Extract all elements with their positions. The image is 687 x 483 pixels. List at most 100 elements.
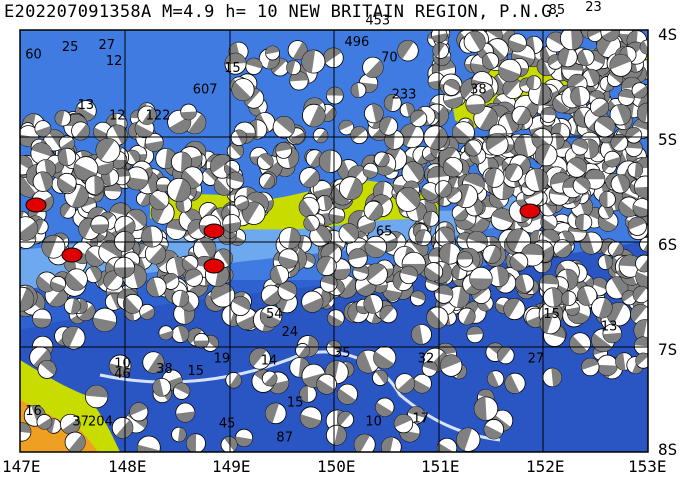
beachball-icon [32,308,52,329]
beachball-icon [146,276,167,298]
beachball-icon [249,347,271,370]
beachball-icon [412,373,432,394]
beachball-icon [481,52,500,70]
beachball-icon [309,225,331,247]
beachball-icon [577,48,595,67]
beachball-icon [124,149,141,166]
grid-lines [20,30,648,452]
map-frame [19,29,649,453]
beachball-icon [600,30,620,42]
beachball-icon [299,406,322,429]
beachball-icon [225,372,242,389]
beachball-icon [609,53,633,77]
beachball-icon [597,254,614,270]
beachball-icon [149,189,170,211]
beachball-icon [411,323,432,345]
depth-label: 233 [392,88,417,103]
beachball-icon [272,116,296,139]
beachball-icon [401,161,425,184]
beachball-icon [50,275,67,292]
beachball-icon [452,121,475,145]
beachball-icon [171,325,190,343]
depth-label: 10 [114,357,131,372]
beachball-icon [234,195,250,211]
beachball-icon [473,396,499,421]
beachball-icon [375,397,395,417]
beachball-icon [383,94,402,112]
beachball-icon [569,332,591,355]
beachball-icon [347,248,368,269]
beachball-icon [327,309,345,327]
beachball-icon [456,251,473,268]
depth-label: 32 [418,351,435,366]
beachball-icon [503,298,526,321]
beachball-icon [635,352,648,369]
beachball-icon [36,414,53,430]
lat-tick-8s: 8S [658,440,678,459]
beachball-icon [265,45,280,61]
depth-label: 13 [78,98,95,113]
beachball-icon [603,150,621,168]
lon-tick-150e: 150E [317,457,356,476]
beachball-icon [557,47,578,68]
highlighted-beachball-icon [519,203,541,219]
beachball-icon [451,204,469,222]
beachball-icon [286,60,302,76]
beachball-icon [365,263,388,286]
depth-label: 15 [287,396,304,411]
beachball-icon [71,121,91,141]
beachball-icon [30,142,53,165]
beachball-icon [54,110,72,127]
lat-tick-7s: 7S [658,340,678,359]
highlighted-beachball-icon [203,223,225,239]
beachball-icon [186,433,206,452]
beachball-icon [64,431,86,452]
beachball-icon [639,39,648,55]
beachball-icon [20,286,35,312]
beachball-icon [61,326,86,350]
beachball-icon [509,252,529,272]
depth-label: 17 [413,411,430,426]
beachball-icon [464,139,482,157]
beachball-icon [319,274,338,293]
beachball-icon [421,360,438,377]
lon-tick-148e: 148E [108,457,147,476]
depth-label: 204 [88,415,113,430]
beachball-icon [318,149,343,173]
beachball-icon [504,163,524,183]
beachball-icon [173,382,191,400]
depth-label: 87 [276,430,293,445]
beachball-icon [362,56,384,79]
depth-label: 38 [156,362,173,377]
beachball-icon [610,133,629,152]
beachball-icon [231,78,255,102]
depth-label: 23 [585,0,602,15]
depth-label: 15 [224,61,241,76]
beachball-icon [298,196,320,218]
beachball-icon [326,86,344,105]
lat-tick-6s: 6S [658,235,678,254]
beachball-icon [581,357,600,377]
highlighted-beachball-icon [25,197,47,213]
beachball-icon [571,138,589,156]
beachball-icon [607,241,624,258]
beachball-icon [193,332,210,349]
lat-tick-4s: 4S [658,25,678,44]
beachball-icon [337,383,358,405]
beachball-icon [617,88,635,106]
beachball-icon [559,30,584,51]
lon-tick-149e: 149E [212,457,251,476]
beachball-icon [465,94,486,115]
beachball-icon [111,417,134,439]
beachball-icon [58,135,75,152]
beachball-icon [570,86,591,107]
beachball-icon [226,171,245,190]
beachball-icon [373,346,397,370]
depth-label: 38 [470,82,487,97]
beachball-icon [625,126,643,144]
beachball-icon [572,176,591,195]
depth-label: 45 [219,417,236,432]
beachball-icon [399,265,418,285]
beachball-icon [394,373,415,394]
